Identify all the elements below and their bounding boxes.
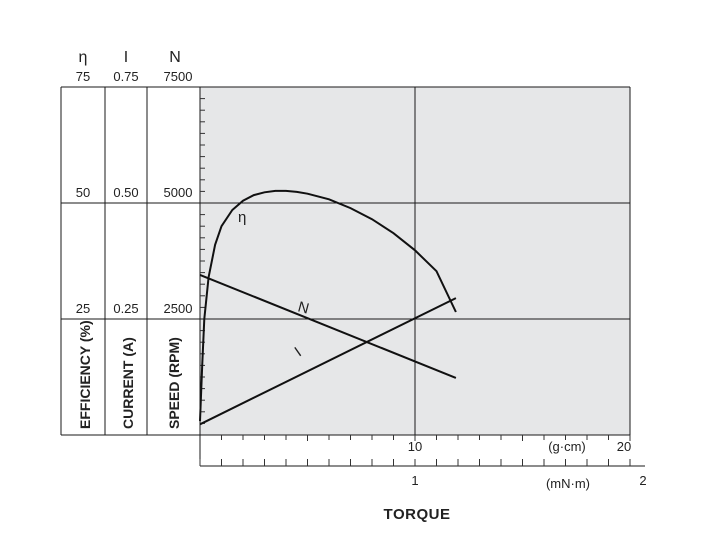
series-eta-label: η	[238, 209, 246, 226]
y-tick-labels: 75 0.75 7500 50 0.50 5000 25 0.25 2500	[76, 69, 193, 316]
x-axis-mnm-ticks	[199, 459, 631, 466]
series-speed-line	[199, 273, 457, 379]
gcm-tick-20: 20	[617, 439, 631, 454]
eff-tick-75: 75	[76, 69, 90, 84]
cur-tick-075: 0.75	[113, 69, 138, 84]
cur-tick-025: 0.25	[113, 301, 138, 316]
column-headers: η I N	[79, 49, 181, 66]
spd-tick-2500: 2500	[164, 301, 193, 316]
speed-axis-title: SPEED (RPM)	[166, 337, 182, 429]
y-axis-titles: EFFICIENCY (%) CURRENT (A) SPEED (RPM)	[77, 320, 182, 429]
gcm-tick-10: 10	[408, 439, 422, 454]
mnm-tick-1: 1	[411, 473, 418, 488]
series-eta-line	[199, 189, 457, 422]
header-current: I	[124, 49, 128, 66]
efficiency-axis-title: EFFICIENCY (%)	[77, 320, 93, 429]
spd-tick-7500: 7500	[164, 69, 193, 84]
eff-tick-25: 25	[76, 301, 90, 316]
mnm-unit-label: (mN·m)	[546, 476, 590, 491]
header-eta: η	[79, 49, 88, 66]
torque-axis-title: TORQUE	[384, 506, 451, 523]
header-speed: N	[169, 49, 181, 66]
mnm-tick-2: 2	[639, 473, 646, 488]
x-tick-labels: 10 (g·cm) 20 1 (mN·m) 2	[408, 439, 647, 491]
series-layer: η N I	[199, 189, 457, 426]
series-speed-label: N	[296, 298, 311, 317]
series-current-line	[199, 297, 457, 426]
x-axis-gcm-ticks	[221, 435, 631, 441]
cur-tick-050: 0.50	[113, 185, 138, 200]
eff-tick-50: 50	[76, 185, 90, 200]
spd-tick-5000: 5000	[164, 185, 193, 200]
table-frame	[60, 86, 631, 466]
current-axis-title: CURRENT (A)	[120, 337, 136, 429]
gcm-unit-label: (g·cm)	[548, 439, 586, 454]
